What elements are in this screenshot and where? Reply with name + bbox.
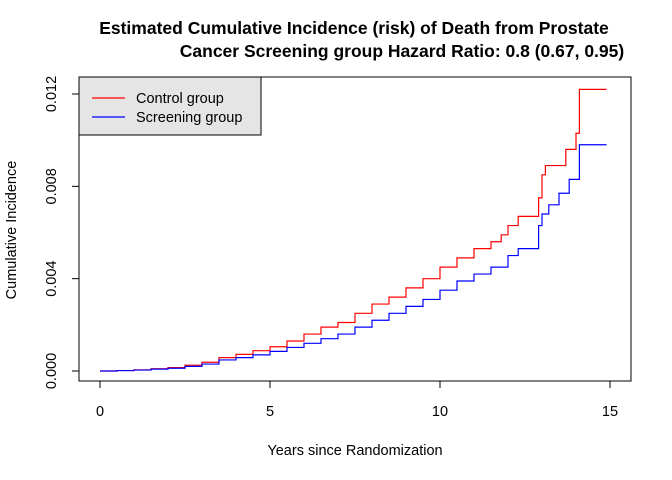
chart-title-line-2: Cancer Screening group Hazard Ratio: 0.8… bbox=[180, 41, 624, 61]
chart-title-line-1: Estimated Cumulative Incidence (risk) of… bbox=[99, 18, 609, 38]
y-axis: 0.000 0.004 0.008 0.012 bbox=[44, 76, 80, 389]
series-screening-line bbox=[100, 144, 607, 372]
legend-label-screening: Screening group bbox=[136, 110, 242, 126]
x-axis: 0 5 10 15 bbox=[96, 380, 618, 420]
x-axis-label: Years since Randomization bbox=[267, 443, 442, 459]
legend-box bbox=[78, 76, 262, 136]
x-tick-label: 10 bbox=[432, 404, 448, 420]
x-tick-label: 0 bbox=[96, 404, 104, 420]
legend: Control group Screening group bbox=[78, 76, 262, 136]
x-tick-label: 5 bbox=[266, 404, 274, 420]
y-axis-label: Cumulative Incidence bbox=[4, 161, 20, 300]
legend-label-control: Control group bbox=[136, 91, 224, 107]
y-tick-label: 0.004 bbox=[44, 261, 60, 297]
y-tick-label: 0.008 bbox=[44, 168, 60, 204]
x-tick-label: 15 bbox=[602, 404, 618, 420]
y-tick-label: 0.000 bbox=[44, 353, 60, 389]
series-layer bbox=[100, 88, 607, 372]
y-tick-label: 0.012 bbox=[44, 76, 60, 112]
